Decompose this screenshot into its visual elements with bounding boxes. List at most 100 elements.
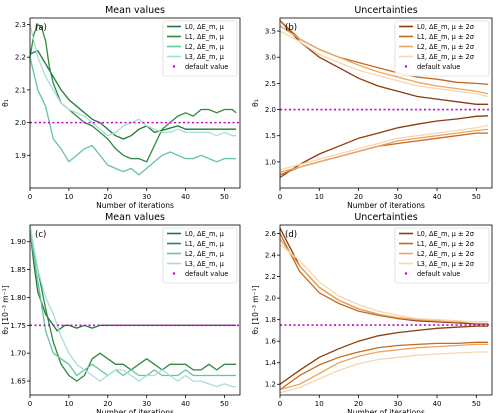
x-tick-label: 50	[220, 193, 229, 201]
x-tick-label: 30	[142, 193, 151, 201]
legend-entry: L0, ΔE_m, μ ± 2σ	[417, 23, 474, 31]
series-line-2	[29, 23, 237, 163]
y-tick-label: 1.5	[265, 132, 276, 140]
y-tick-label: 2.2	[15, 54, 26, 62]
legend-entry: default value	[417, 270, 460, 278]
legend-entry: L2, ΔE_m, μ	[185, 250, 225, 258]
legend-entry: default value	[185, 63, 228, 71]
axes-frame	[29, 17, 241, 189]
legend-entry: L0, ΔE_m, μ	[185, 23, 225, 31]
series-line-4-upper	[279, 30, 489, 98]
y-axis-label: θ₂ [10⁻³ m⁻¹]	[251, 285, 260, 334]
x-tick-label: 10	[64, 193, 73, 201]
y-tick-label: 1.4	[265, 359, 277, 367]
y-tick-label: 2.4	[265, 252, 277, 260]
y-tick-label: 3.0	[265, 54, 276, 62]
x-axis-label: Number of iterations	[96, 201, 174, 210]
panel-2: Uncertainties 0 10 20 30 40 50 1.0 1.5 2.0 2.5 3.0 3…	[251, 5, 493, 210]
x-tick-label: 50	[220, 400, 229, 408]
y-tick-label: 1.0	[265, 158, 276, 166]
legend-entry: L2, ΔE_m, μ	[185, 43, 225, 51]
legend-box	[394, 20, 490, 77]
legend-box	[394, 227, 490, 284]
panel-3: Mean values 0 10 20 30 40 50 1.65 1.70 1.75 1.80 1.…	[1, 212, 241, 413]
x-tick-label: 0	[278, 400, 282, 408]
x-tick-label: 40	[433, 400, 442, 408]
y-tick-label: 2.0	[265, 106, 276, 114]
y-tick-label: 1.90	[10, 238, 26, 246]
x-axis-label: Number of iterations	[347, 408, 425, 413]
series-line-4	[29, 224, 237, 388]
legend-swatch-default	[172, 65, 176, 68]
y-tick-label: 2.1	[15, 86, 26, 94]
panel-title: Uncertainties	[354, 212, 417, 223]
y-tick-label: 1.85	[10, 266, 26, 274]
series-line-3-upper	[279, 238, 489, 323]
x-tick-label: 20	[354, 400, 363, 408]
series-line-1	[29, 230, 237, 332]
y-tick-label: 1.6	[265, 338, 277, 346]
legend-entry: L0, ΔE_m, μ ± 2σ	[417, 230, 474, 238]
series-line-2	[29, 230, 237, 382]
panel-letter: (a)	[35, 23, 47, 33]
x-tick-label: 30	[142, 400, 151, 408]
y-tick-label: 1.75	[10, 322, 26, 330]
x-tick-label: 10	[64, 400, 73, 408]
panel-4: Uncertainties 0 10 20 30 40 50 1.2 1.4 1.6 1.8 2.0 2…	[251, 212, 493, 413]
y-axis-label: θ₁	[1, 99, 10, 107]
y-tick-label: 1.9	[15, 152, 26, 160]
x-tick-label: 0	[278, 193, 282, 201]
x-tick-label: 20	[354, 193, 363, 201]
y-axis-label: θ₂ [10⁻³ m⁻¹]	[1, 285, 10, 334]
panel-letter: (d)	[285, 230, 297, 240]
x-tick-label: 0	[28, 400, 32, 408]
legend-entry: L1, ΔE_m, μ ± 2σ	[417, 33, 474, 41]
x-tick-label: 10	[315, 193, 324, 201]
series-line-3	[29, 57, 237, 176]
y-tick-label: 2.2	[265, 273, 276, 281]
y-tick-label: 2.0	[15, 119, 26, 127]
y-tick-label: 2.5	[265, 80, 276, 88]
legend-entry: L3, ΔE_m, μ ± 2σ	[417, 260, 474, 268]
series-line-4-lower	[279, 124, 489, 171]
legend-box	[162, 227, 238, 284]
legend-entry: L1, ΔE_m, μ ± 2σ	[417, 240, 474, 248]
y-tick-label: 1.80	[10, 294, 26, 302]
series-line-2-lower	[279, 132, 489, 176]
panel-title: Mean values	[105, 5, 165, 16]
y-tick-label: 2.3	[15, 21, 26, 29]
series-line-3-upper	[279, 25, 489, 95]
x-tick-label: 20	[103, 193, 112, 201]
panel-1: Mean values 0 10 20 30 40 50 1.9 2.0 2.1 2.2 2.3 Num…	[1, 5, 241, 210]
legend-box	[162, 20, 238, 77]
x-tick-label: 40	[181, 193, 190, 201]
legend-swatch-default	[404, 272, 408, 275]
x-axis-label: Number of iterations	[96, 408, 174, 413]
legend-entry: L2, ΔE_m, μ ± 2σ	[417, 43, 474, 51]
series-line-3-lower	[279, 343, 489, 391]
series-line-1-lower	[279, 115, 489, 179]
x-tick-label: 40	[181, 400, 190, 408]
legend-entry: default value	[417, 63, 460, 71]
y-tick-label: 1.8	[265, 316, 276, 324]
legend-swatch-default	[172, 272, 176, 275]
x-tick-label: 30	[393, 193, 402, 201]
legend-entry: L1, ΔE_m, μ	[185, 240, 225, 248]
axes-frame	[279, 17, 493, 189]
y-tick-label: 1.65	[10, 378, 26, 386]
x-tick-label: 40	[433, 193, 442, 201]
y-tick-label: 1.2	[265, 381, 276, 389]
legend-entry: L3, ΔE_m, μ	[185, 260, 225, 268]
series-line-1-upper	[279, 20, 489, 105]
panel-title: Mean values	[105, 212, 165, 223]
legend-entry: L2, ΔE_m, μ ± 2σ	[417, 250, 474, 258]
legend-entry: L0, ΔE_m, μ	[185, 230, 225, 238]
axes-frame	[29, 224, 241, 396]
y-axis-label: θ₁	[251, 99, 260, 107]
x-tick-label: 0	[28, 193, 32, 201]
series-line-3	[29, 230, 237, 377]
legend-entry: L3, ΔE_m, μ	[185, 53, 225, 61]
y-tick-label: 2.6	[265, 230, 277, 238]
x-tick-label: 50	[472, 400, 481, 408]
legend-entry: L3, ΔE_m, μ ± 2σ	[417, 53, 474, 61]
